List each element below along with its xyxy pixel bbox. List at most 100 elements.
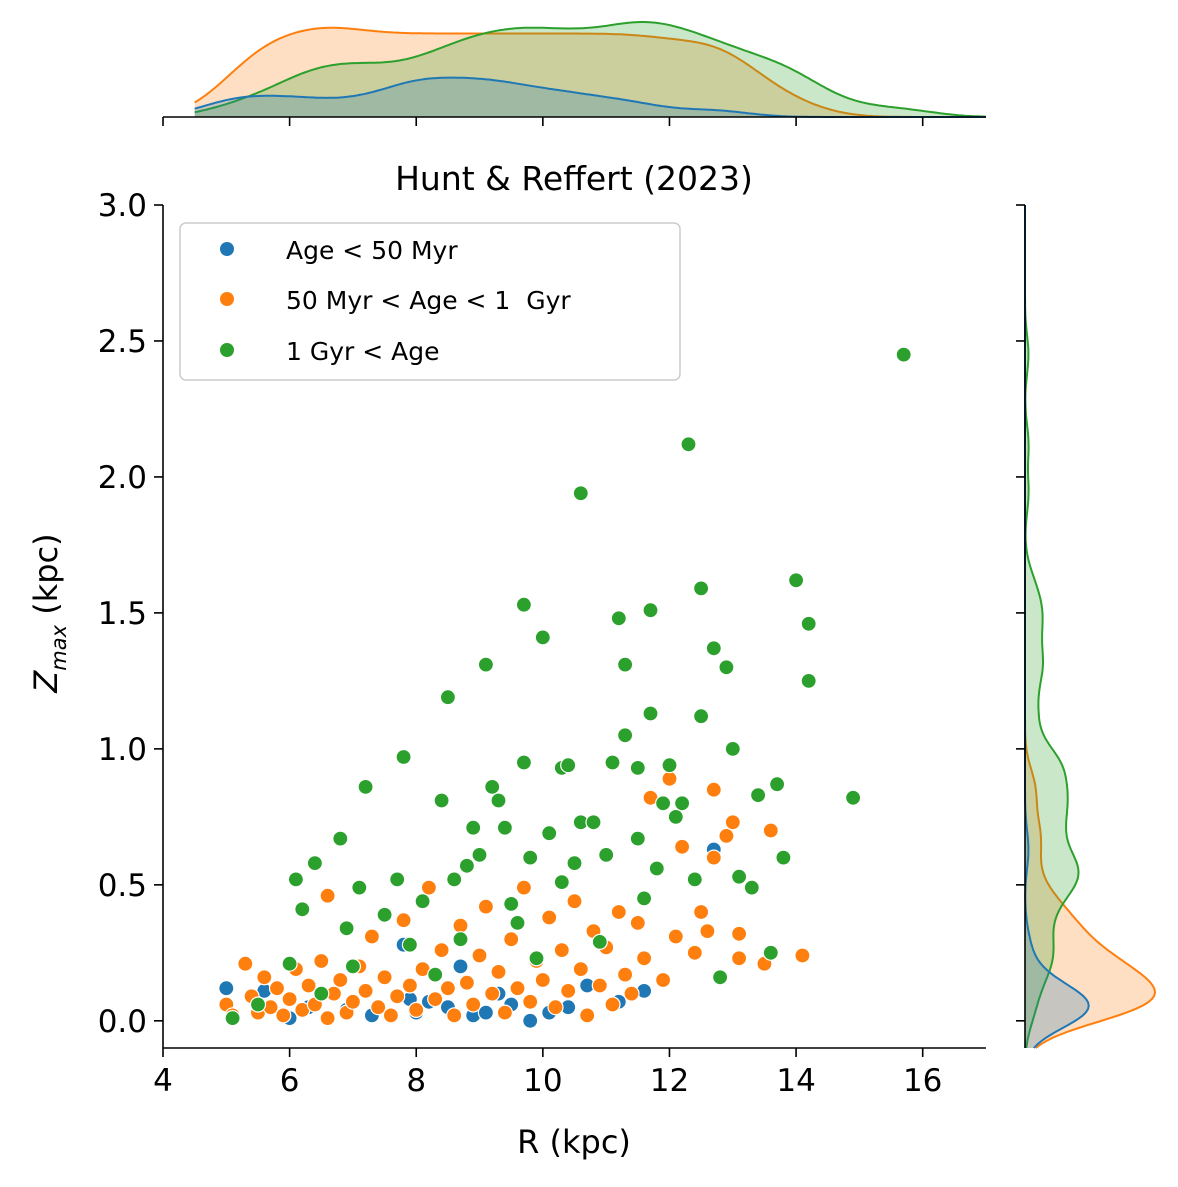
data-point xyxy=(306,854,323,872)
data-point xyxy=(287,871,304,888)
data-point xyxy=(319,887,336,904)
legend-label-age-under-50-myr: Age < 50 Myr xyxy=(286,236,458,265)
data-point xyxy=(667,808,684,826)
data-point xyxy=(357,778,374,796)
data-point xyxy=(522,849,539,866)
scatter-points xyxy=(218,346,912,1029)
data-point xyxy=(541,825,558,842)
x-tick-label: 14 xyxy=(776,1063,815,1099)
data-point xyxy=(376,906,393,923)
data-point xyxy=(249,996,267,1013)
data-point xyxy=(648,860,665,877)
data-point xyxy=(281,955,298,972)
data-point xyxy=(705,640,722,657)
data-point xyxy=(591,977,608,994)
data-point xyxy=(680,436,697,453)
axes: 4 6 8 10 12 14 16 0.0 0.5 1.0 1.5 2.0 2.5 3.0 xyxy=(98,116,1026,1099)
data-point xyxy=(566,893,583,910)
data-point xyxy=(629,914,646,932)
data-point xyxy=(541,909,558,926)
data-point xyxy=(768,776,786,793)
data-point xyxy=(730,868,748,885)
data-point xyxy=(610,903,627,921)
y-tick-label: 0.5 xyxy=(98,868,147,904)
data-point xyxy=(572,960,589,978)
data-point xyxy=(218,980,235,997)
data-point xyxy=(572,485,589,502)
data-point xyxy=(794,947,811,964)
data-point xyxy=(268,980,286,997)
data-point xyxy=(629,759,646,777)
legend-marker-50-myr-to-1-gyr xyxy=(220,292,234,306)
data-point xyxy=(509,914,526,932)
data-point xyxy=(762,822,779,839)
legend-label-over-1-gyr: 1 Gyr < Age xyxy=(286,337,440,366)
top-kde-line-50-myr-age-1-gyr xyxy=(194,26,986,118)
data-point xyxy=(275,1007,292,1024)
data-point xyxy=(408,1001,425,1019)
data-point xyxy=(414,893,431,910)
data-point xyxy=(673,795,691,812)
data-point xyxy=(534,629,551,646)
legend-marker-age-under-50-myr xyxy=(220,242,234,256)
data-point xyxy=(686,871,703,888)
data-point xyxy=(300,977,317,994)
data-point xyxy=(616,656,634,673)
data-point xyxy=(654,971,672,989)
data-point xyxy=(579,1007,596,1024)
data-point xyxy=(800,615,817,632)
y-tick-label: 2.5 xyxy=(98,324,147,360)
data-point xyxy=(711,969,729,986)
series-1-gyr-age xyxy=(224,346,912,1027)
x-tick-label: 16 xyxy=(903,1063,942,1099)
y-tick-label: 1.5 xyxy=(98,596,147,632)
data-point xyxy=(616,727,634,744)
x-tick-label: 8 xyxy=(406,1063,426,1099)
legend: Age < 50 Myr 50 Myr < Age < 1 Gyr 1 Gyr … xyxy=(179,222,681,381)
data-point xyxy=(635,950,653,967)
right-kde-fill-50-myr-age-1-gyr xyxy=(1025,205,1155,1048)
data-point xyxy=(654,795,672,812)
data-point xyxy=(528,950,545,967)
data-point xyxy=(490,963,507,981)
data-point xyxy=(724,740,741,758)
data-point xyxy=(844,789,862,806)
data-point xyxy=(439,980,456,997)
data-point xyxy=(351,879,368,896)
data-point xyxy=(661,757,678,774)
data-point xyxy=(724,814,741,831)
data-point xyxy=(743,879,760,896)
data-point xyxy=(256,969,273,986)
data-point xyxy=(686,944,703,961)
top-kde-fill-50-myr-age-1-gyr xyxy=(194,27,986,118)
data-point xyxy=(629,830,646,847)
data-point xyxy=(224,1009,241,1027)
x-tick-label: 6 xyxy=(280,1063,300,1099)
data-point xyxy=(332,971,349,989)
data-point xyxy=(395,912,412,929)
data-point xyxy=(591,933,608,951)
data-point xyxy=(522,993,539,1010)
top-marginal-kde xyxy=(194,21,987,118)
data-point xyxy=(401,977,418,994)
data-point xyxy=(357,982,374,1000)
data-point xyxy=(560,757,577,774)
data-point xyxy=(401,936,418,953)
y-tick-label: 0.0 xyxy=(98,1004,147,1040)
data-point xyxy=(458,974,475,991)
data-point xyxy=(477,656,494,673)
data-point xyxy=(800,672,817,690)
data-point xyxy=(699,922,716,940)
y-axis-title-subscript: max xyxy=(47,624,71,670)
data-point xyxy=(395,748,412,766)
data-point xyxy=(730,950,748,967)
data-point xyxy=(616,966,634,983)
top-kde-line-1-gyr-age xyxy=(194,21,987,118)
top-kde-fill-age-50-myr xyxy=(194,77,986,117)
x-tick-label: 4 xyxy=(153,1063,173,1099)
data-point xyxy=(515,754,533,771)
x-tick-label: 10 xyxy=(523,1063,562,1099)
data-point xyxy=(427,990,444,1008)
data-point xyxy=(635,890,653,907)
data-point xyxy=(673,838,691,855)
